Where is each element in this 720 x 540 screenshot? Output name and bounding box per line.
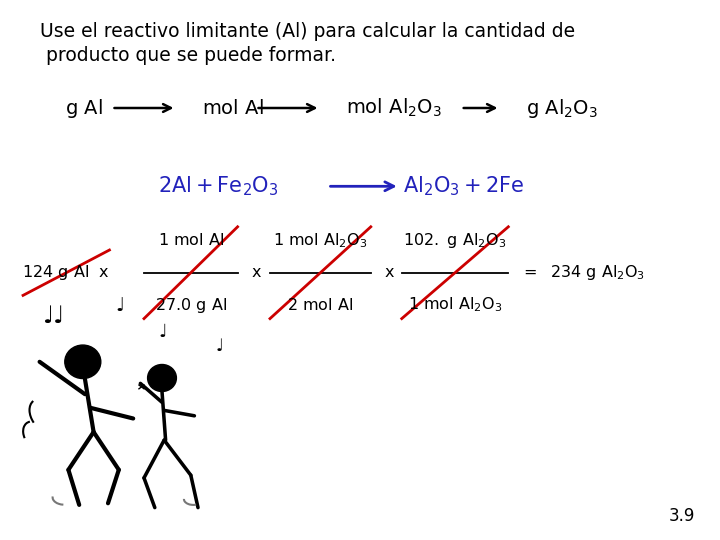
Text: ♩: ♩ <box>216 336 224 355</box>
Text: $\mathregular{27.0\ g\ Al}$: $\mathregular{27.0\ g\ Al}$ <box>155 295 227 315</box>
Text: $\mathregular{=\ \ 234\ g\ Al_2O_3}$: $\mathregular{=\ \ 234\ g\ Al_2O_3}$ <box>520 263 645 282</box>
Text: $\mathregular{2\ mol\ Al}$: $\mathregular{2\ mol\ Al}$ <box>287 297 354 313</box>
Text: ♩♩: ♩♩ <box>42 304 64 328</box>
Text: ♩: ♩ <box>115 295 125 315</box>
Text: Use el reactivo limitante (Al) para calcular la cantidad de: Use el reactivo limitante (Al) para calc… <box>40 22 575 40</box>
Text: $\mathregular{g\ Al}$: $\mathregular{g\ Al}$ <box>65 97 102 119</box>
Text: $\mathregular{102.\ g\ Al_2O_3}$: $\mathregular{102.\ g\ Al_2O_3}$ <box>403 231 507 250</box>
Text: $\mathregular{124\ g\ Al\ \ x}$: $\mathregular{124\ g\ Al\ \ x}$ <box>22 263 109 282</box>
Text: $\mathregular{1\ mol\ Al}$: $\mathregular{1\ mol\ Al}$ <box>158 232 224 248</box>
Text: $\mathregular{Al_2O_3 + 2Fe}$: $\mathregular{Al_2O_3 + 2Fe}$ <box>403 174 525 198</box>
Text: $\mathregular{1\ mol\ Al_2O_3}$: $\mathregular{1\ mol\ Al_2O_3}$ <box>273 231 368 249</box>
Text: $\mathregular{2Al + Fe_2O_3}$: $\mathregular{2Al + Fe_2O_3}$ <box>158 174 279 198</box>
Text: 3.9: 3.9 <box>668 507 695 525</box>
Text: producto que se puede formar.: producto que se puede formar. <box>40 46 336 65</box>
Text: $\mathregular{x}$: $\mathregular{x}$ <box>251 265 261 280</box>
Text: $\mathregular{mol\ Al}$: $\mathregular{mol\ Al}$ <box>202 98 264 118</box>
Text: $\mathregular{1\ mol\ Al_2O_3}$: $\mathregular{1\ mol\ Al_2O_3}$ <box>408 296 503 314</box>
Text: $\mathregular{x}$: $\mathregular{x}$ <box>384 265 395 280</box>
Ellipse shape <box>148 364 176 391</box>
Text: ♩: ♩ <box>158 323 167 341</box>
Text: $\mathregular{mol\ Al_2O_3}$: $\mathregular{mol\ Al_2O_3}$ <box>346 97 441 119</box>
Ellipse shape <box>65 345 101 379</box>
Text: $\mathregular{g\ Al_2O_3}$: $\mathregular{g\ Al_2O_3}$ <box>526 97 598 119</box>
